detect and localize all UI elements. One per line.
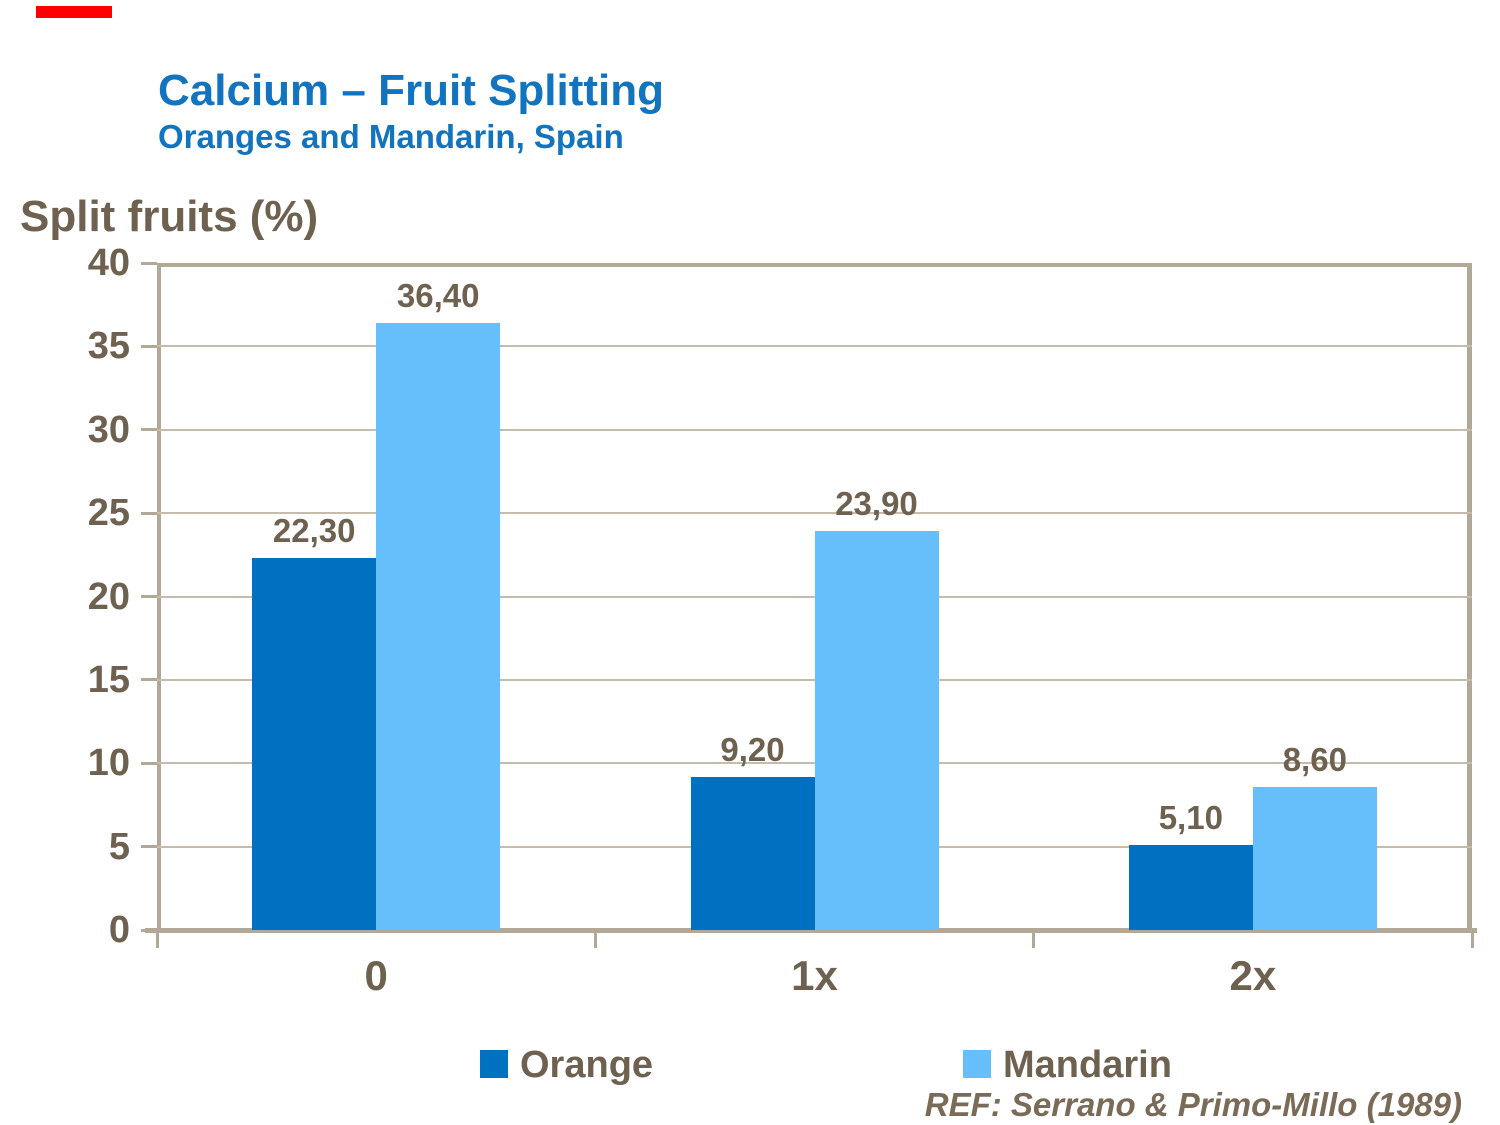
bar-mandarin-1x bbox=[814, 531, 939, 930]
y-tick-mark-30 bbox=[141, 428, 157, 432]
y-tick-mark-5 bbox=[141, 845, 157, 849]
y-tick-mark-10 bbox=[141, 761, 157, 765]
y-tick-label-25: 25 bbox=[87, 492, 130, 535]
bar-orange-0 bbox=[252, 558, 377, 930]
legend-swatch-mandarin bbox=[963, 1050, 991, 1078]
gridline-25 bbox=[157, 512, 1472, 515]
y-tick-label-15: 15 bbox=[87, 658, 130, 701]
gridline-35 bbox=[157, 345, 1472, 348]
x-tick-mark-0 bbox=[155, 930, 159, 948]
plot-border-top bbox=[157, 263, 1472, 267]
y-tick-label-5: 5 bbox=[108, 825, 130, 868]
legend-label-orange: Orange bbox=[520, 1044, 654, 1086]
y-tick-label-30: 30 bbox=[87, 408, 130, 451]
y-tick-label-10: 10 bbox=[87, 742, 130, 785]
chart-subtitle: Oranges and Mandarin, Spain bbox=[158, 118, 624, 155]
x-category-label-1x: 1x bbox=[791, 952, 838, 999]
y-tick-mark-0 bbox=[141, 928, 157, 932]
y-tick-mark-40 bbox=[141, 261, 157, 265]
y-tick-mark-15 bbox=[141, 678, 157, 682]
x-tick-mark-3 bbox=[1470, 930, 1474, 948]
bar-value-label-orange-1x: 9,20 bbox=[720, 730, 785, 768]
x-axis-line bbox=[145, 928, 1477, 933]
legend-swatch-orange bbox=[480, 1050, 508, 1078]
y-tick-label-0: 0 bbox=[108, 909, 130, 951]
y-tick-label-35: 35 bbox=[87, 325, 130, 368]
x-category-label-0: 0 bbox=[364, 952, 388, 999]
x-category-label-2x: 2x bbox=[1229, 952, 1277, 999]
bar-orange-1x bbox=[690, 776, 815, 930]
bar-mandarin-0 bbox=[376, 323, 501, 930]
reference-note: REF: Serrano & Primo-Millo (1989) bbox=[924, 1086, 1462, 1123]
plot-area: 22,30 36,40 9,20 23,90 5,10 8,60 bbox=[157, 263, 1472, 930]
x-tick-mark-1 bbox=[593, 930, 597, 948]
y-axis-title: Split fruits (%) bbox=[20, 192, 319, 241]
red-accent-bar bbox=[36, 6, 112, 18]
bar-value-label-mandarin-1x: 23,90 bbox=[835, 485, 918, 523]
bar-value-label-orange-2x: 5,10 bbox=[1158, 798, 1223, 836]
y-tick-label-40: 40 bbox=[87, 242, 130, 284]
y-tick-label-20: 20 bbox=[87, 575, 130, 618]
y-tick-mark-20 bbox=[141, 595, 157, 598]
gridline-30 bbox=[157, 428, 1472, 431]
y-tick-mark-35 bbox=[141, 344, 157, 348]
chart-title: Calcium – Fruit Splitting bbox=[158, 66, 665, 115]
bar-value-label-mandarin-0: 36,40 bbox=[396, 277, 480, 315]
bar-value-label-orange-0: 22,30 bbox=[272, 512, 356, 550]
bar-value-label-mandarin-2x: 8,60 bbox=[1282, 740, 1347, 778]
legend-label-mandarin: Mandarin bbox=[1003, 1044, 1172, 1086]
y-tick-mark-25 bbox=[141, 511, 157, 515]
x-tick-mark-2 bbox=[1032, 930, 1036, 948]
bar-orange-2x bbox=[1128, 844, 1253, 930]
bar-mandarin-2x bbox=[1252, 786, 1377, 930]
